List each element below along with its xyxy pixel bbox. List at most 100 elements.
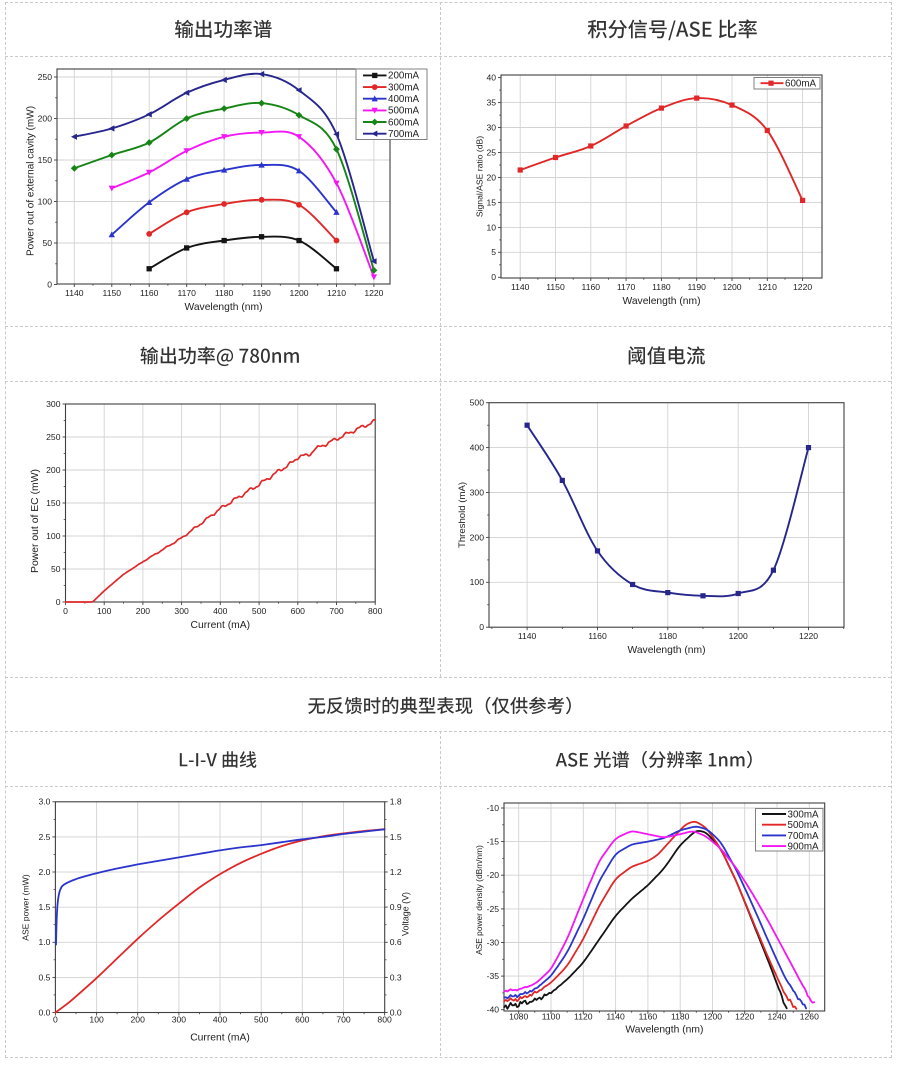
svg-text:100: 100 — [470, 577, 485, 587]
svg-text:1180: 1180 — [652, 282, 671, 292]
svg-text:250: 250 — [38, 72, 53, 82]
svg-text:500: 500 — [254, 1015, 269, 1025]
svg-text:400: 400 — [470, 443, 485, 453]
svg-text:1220: 1220 — [793, 282, 812, 292]
svg-text:600: 600 — [291, 606, 306, 616]
svg-text:1200: 1200 — [729, 631, 748, 641]
svg-text:100: 100 — [38, 196, 53, 206]
svg-text:-40: -40 — [487, 1005, 500, 1015]
svg-text:3.0: 3.0 — [38, 797, 50, 807]
svg-text:200: 200 — [38, 113, 53, 123]
svg-text:400: 400 — [213, 1015, 228, 1025]
svg-text:1140: 1140 — [65, 288, 84, 298]
svg-text:1140: 1140 — [606, 1012, 625, 1022]
svg-text:20: 20 — [486, 172, 496, 182]
svg-text:600mA: 600mA — [785, 79, 817, 90]
svg-text:ASE power density (dBm/nm): ASE power density (dBm/nm) — [474, 845, 484, 955]
svg-text:400mA: 400mA — [388, 94, 420, 105]
svg-text:ASE power (mW): ASE power (mW) — [21, 874, 31, 941]
svg-text:150: 150 — [38, 155, 53, 165]
svg-text:Current (mA): Current (mA) — [190, 1033, 250, 1044]
svg-text:400: 400 — [213, 606, 228, 616]
svg-text:700: 700 — [329, 606, 344, 616]
svg-text:Power out of external cavity (: Power out of external cavity (mW) — [26, 106, 37, 256]
svg-text:200: 200 — [46, 465, 61, 475]
svg-text:1180: 1180 — [215, 288, 234, 298]
svg-text:1100: 1100 — [542, 1012, 561, 1022]
svg-text:1220: 1220 — [735, 1012, 754, 1022]
svg-text:15: 15 — [486, 197, 496, 207]
svg-text:1240: 1240 — [767, 1012, 786, 1022]
svg-text:200mA: 200mA — [388, 71, 420, 82]
svg-text:-10: -10 — [487, 803, 500, 813]
svg-text:700mA: 700mA — [788, 831, 820, 842]
svg-text:1080: 1080 — [509, 1012, 528, 1022]
svg-text:1200: 1200 — [722, 282, 741, 292]
svg-text:0: 0 — [491, 272, 496, 282]
svg-text:300: 300 — [172, 1015, 187, 1025]
svg-text:700mA: 700mA — [388, 129, 420, 140]
svg-text:0.0: 0.0 — [390, 1007, 402, 1017]
svg-text:0.9: 0.9 — [390, 902, 402, 912]
svg-text:1190: 1190 — [687, 282, 706, 292]
svg-text:2.5: 2.5 — [38, 832, 50, 842]
svg-text:1260: 1260 — [800, 1012, 819, 1022]
svg-text:40: 40 — [486, 73, 496, 83]
svg-text:50: 50 — [42, 238, 52, 248]
svg-text:300: 300 — [46, 399, 61, 409]
svg-text:200: 200 — [470, 532, 485, 542]
svg-text:Voltage (V): Voltage (V) — [401, 892, 411, 936]
svg-text:100: 100 — [89, 1015, 104, 1025]
svg-text:1200: 1200 — [703, 1012, 722, 1022]
svg-text:200: 200 — [136, 606, 151, 616]
svg-text:1220: 1220 — [799, 631, 818, 641]
svg-text:-25: -25 — [487, 904, 500, 914]
svg-text:500mA: 500mA — [388, 106, 420, 117]
svg-text:300mA: 300mA — [788, 809, 820, 820]
svg-text:Wavelength (nm): Wavelength (nm) — [184, 302, 262, 313]
svg-text:800: 800 — [368, 606, 383, 616]
svg-text:1170: 1170 — [177, 288, 196, 298]
svg-text:Wavelength (nm): Wavelength (nm) — [625, 1025, 703, 1036]
svg-text:150: 150 — [46, 498, 61, 508]
svg-text:600: 600 — [295, 1015, 310, 1025]
svg-text:1160: 1160 — [582, 282, 601, 292]
svg-text:1.0: 1.0 — [38, 937, 50, 947]
svg-text:0.6: 0.6 — [390, 937, 402, 947]
svg-text:1220: 1220 — [364, 288, 383, 298]
svg-text:30: 30 — [486, 122, 496, 132]
svg-text:25: 25 — [486, 147, 496, 157]
svg-text:0: 0 — [63, 606, 68, 616]
svg-text:1.8: 1.8 — [390, 797, 402, 807]
svg-text:1180: 1180 — [671, 1012, 690, 1022]
svg-text:-30: -30 — [487, 937, 500, 947]
svg-text:10: 10 — [486, 222, 496, 232]
svg-text:300: 300 — [174, 606, 189, 616]
svg-text:5: 5 — [491, 247, 496, 257]
svg-text:1.2: 1.2 — [390, 867, 402, 877]
svg-text:1180: 1180 — [659, 631, 678, 641]
svg-text:500mA: 500mA — [788, 820, 820, 831]
svg-text:700: 700 — [336, 1015, 351, 1025]
svg-text:35: 35 — [486, 98, 496, 108]
svg-text:300mA: 300mA — [388, 82, 420, 93]
svg-text:1190: 1190 — [252, 288, 271, 298]
svg-text:0.5: 0.5 — [38, 972, 50, 982]
svg-text:1140: 1140 — [511, 282, 530, 292]
svg-text:800: 800 — [377, 1015, 392, 1025]
svg-text:1140: 1140 — [518, 631, 537, 641]
svg-text:0: 0 — [56, 597, 61, 607]
svg-text:Threshold (mA): Threshold (mA) — [457, 482, 468, 548]
svg-text:1160: 1160 — [140, 288, 159, 298]
svg-text:100: 100 — [97, 606, 112, 616]
svg-text:-35: -35 — [487, 971, 500, 981]
svg-text:0.3: 0.3 — [390, 972, 402, 982]
svg-text:-20: -20 — [487, 870, 500, 880]
svg-text:2.0: 2.0 — [38, 867, 50, 877]
svg-text:1160: 1160 — [588, 631, 607, 641]
svg-text:1210: 1210 — [758, 282, 777, 292]
svg-text:Signal/ASE ratio (dB): Signal/ASE ratio (dB) — [475, 136, 485, 217]
svg-text:-15: -15 — [487, 837, 500, 847]
svg-text:1200: 1200 — [289, 288, 308, 298]
svg-text:Wavelength (nm): Wavelength (nm) — [622, 296, 700, 307]
